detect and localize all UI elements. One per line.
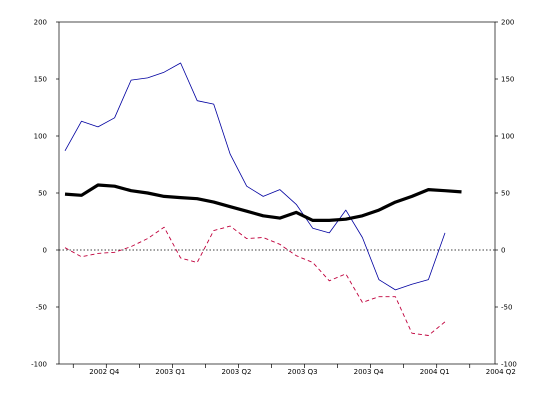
y-tick-label-right: 150: [501, 76, 514, 84]
y-tick-label-left: 50: [38, 190, 47, 198]
y-tick-label-left: -50: [36, 304, 47, 312]
x-tick-label: 2003 Q2: [221, 368, 251, 376]
axis-ticks: [56, 21, 498, 368]
x-tick-label: 2004 Q1: [420, 368, 450, 376]
y-tick-label-right: 50: [501, 190, 510, 198]
x-tick-label: 2004 Q2: [486, 368, 516, 376]
y-tick-label-left: -100: [31, 361, 47, 369]
y-tick-label-left: 200: [34, 19, 47, 27]
x-tick-label: 2003 Q4: [354, 368, 385, 376]
series-line-2: [64, 183, 462, 222]
x-tick-label: 2002 Q4: [89, 368, 120, 376]
y-tick-label-right: 0: [501, 247, 505, 255]
tick-labels: -100 -100 -50 -50 0 0 50 50 100 100 150 150 200 200 20…: [31, 19, 517, 377]
y-tick-label-left: 100: [34, 133, 47, 141]
y-tick-label-left: 0: [43, 247, 47, 255]
y-tick-label-right: 100: [501, 133, 514, 141]
x-tick-label: 2003 Q3: [288, 368, 318, 376]
y-tick-label-left: 150: [34, 76, 47, 84]
y-tick-label-right: -50: [501, 304, 512, 312]
series-line-3: [64, 225, 446, 336]
x-tick-label: 2003 Q1: [155, 368, 185, 376]
y-tick-label-right: 200: [501, 19, 514, 27]
y-tick-label-right: -100: [501, 361, 517, 369]
plot-frame: [58, 21, 496, 365]
series-line-1: [64, 62, 446, 291]
series-lines: [64, 62, 462, 336]
